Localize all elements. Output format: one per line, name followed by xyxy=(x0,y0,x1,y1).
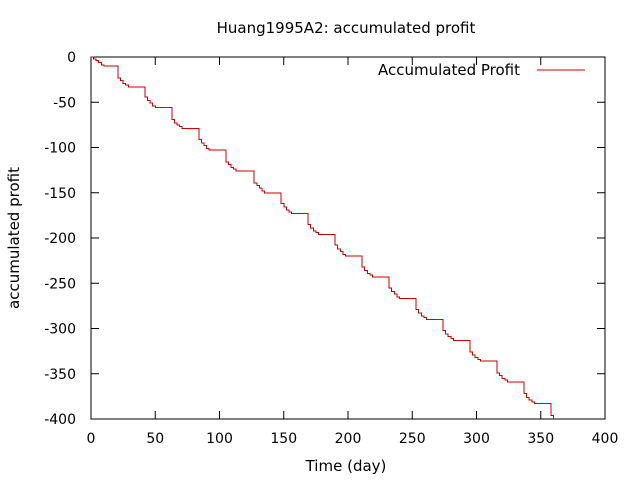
series-layer xyxy=(91,56,555,419)
x-tick-label-2: 100 xyxy=(206,431,233,447)
y-axis-title: accumulated profit xyxy=(5,167,23,309)
x-tick-label-7: 350 xyxy=(527,431,554,447)
y-tick-label-2: -100 xyxy=(44,141,76,157)
y-tick-label-5: -250 xyxy=(44,276,76,292)
x-tick-label-8: 400 xyxy=(592,431,619,447)
chart-title: Huang1995A2: accumulated profit xyxy=(217,19,476,37)
x-tick-label-3: 150 xyxy=(270,431,297,447)
x-axis-ticks: 0 50 100 150 200 250 300 350 400 xyxy=(87,57,619,447)
legend-label: Accumulated Profit xyxy=(378,61,520,79)
y-tick-label-0: 0 xyxy=(67,50,76,66)
y-tick-label-8: -400 xyxy=(44,412,76,428)
x-tick-label-6: 300 xyxy=(463,431,490,447)
plot-frame xyxy=(90,56,606,420)
y-axis-ticks: 0 -50 -100 -150 -200 -250 -300 -350 -400 xyxy=(44,50,605,428)
y-tick-label-1: -50 xyxy=(53,95,76,111)
x-tick-label-5: 250 xyxy=(399,431,426,447)
y-tick-label-7: -350 xyxy=(44,367,76,383)
x-tick-label-1: 50 xyxy=(146,431,164,447)
y-tick-label-4: -200 xyxy=(44,231,76,247)
legend: Accumulated Profit xyxy=(378,61,585,79)
y-tick-label-3: -150 xyxy=(44,186,76,202)
x-axis-title: Time (day) xyxy=(305,457,387,475)
y-tick-label-6: -300 xyxy=(44,322,76,338)
series-line-0 xyxy=(91,56,555,419)
x-tick-label-4: 200 xyxy=(335,431,362,447)
x-tick-label-0: 0 xyxy=(87,431,96,447)
